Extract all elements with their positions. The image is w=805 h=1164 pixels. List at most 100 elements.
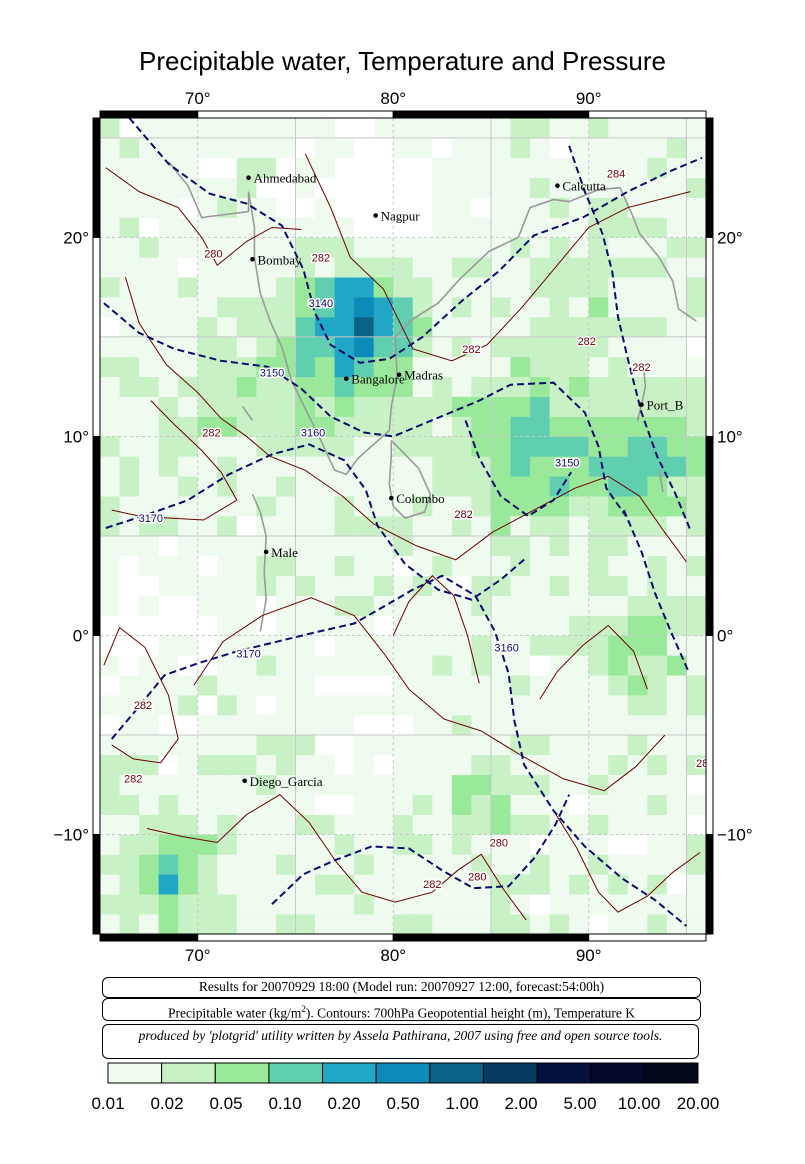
temperature-contour-line (146, 794, 527, 921)
pw-cell (275, 715, 296, 736)
pw-cell (295, 615, 316, 636)
legend-caption-prefix: Precipitable water (kg/m (167, 1005, 302, 1021)
pw-cell (549, 217, 570, 238)
pw-cell (119, 874, 140, 895)
pw-cell (569, 715, 590, 736)
pw-cell (373, 854, 394, 875)
pw-cell (393, 336, 414, 358)
pw-cell (373, 456, 394, 477)
pw-cell (471, 317, 492, 338)
pw-cell (588, 277, 609, 298)
pw-cell (666, 535, 687, 557)
pw-cell (158, 277, 179, 298)
pw-cell (432, 496, 453, 517)
pw-cell (490, 575, 511, 596)
contour-label: 284 (607, 169, 625, 181)
pw-cell (334, 476, 355, 497)
pw-cell (100, 894, 120, 915)
map-title: Precipitable water, Temperature and Pres… (138, 46, 667, 76)
pw-cell (666, 496, 687, 517)
pw-cell (315, 456, 335, 477)
pw-cell (334, 237, 355, 258)
pw-cell (432, 396, 453, 417)
pw-cell (275, 555, 296, 577)
pw-cell (569, 894, 590, 915)
pw-cell (197, 675, 218, 696)
pw-cell (373, 118, 394, 139)
contour-label: 3140 (309, 298, 333, 310)
pw-cell (158, 635, 179, 656)
pw-cell (354, 874, 374, 895)
pw-cell (510, 297, 531, 318)
pw-cell (608, 237, 629, 258)
pw-cell (666, 157, 687, 179)
pw-cell (588, 774, 609, 795)
pw-cell (393, 615, 414, 636)
pw-cell (588, 615, 609, 636)
pw-cell (647, 715, 668, 736)
pw-cell (569, 615, 590, 636)
pw-cell (569, 157, 590, 179)
pw-cell (549, 496, 570, 517)
frame-bar-top (588, 110, 707, 119)
pw-cell (217, 436, 238, 457)
pw-cell (315, 476, 335, 497)
pw-cell (139, 814, 159, 835)
pw-cell (275, 416, 296, 437)
pw-cell (432, 317, 453, 338)
pw-cell (334, 257, 355, 278)
pw-cell (608, 695, 629, 716)
pw-cell (197, 575, 218, 596)
pw-cell (393, 456, 414, 477)
pw-cell (569, 675, 590, 696)
height-contour-line (105, 443, 527, 601)
pw-cell (588, 257, 609, 278)
pw-cell (530, 734, 550, 756)
pw-cell (139, 118, 159, 139)
pw-cell (197, 336, 218, 358)
pw-cell (510, 197, 531, 218)
pw-cell (178, 336, 199, 358)
pw-cell (666, 297, 687, 318)
pw-cell (490, 297, 511, 318)
pw-cell (334, 695, 355, 716)
pw-cell (608, 595, 629, 616)
pw-cell (451, 356, 472, 378)
pw-cell (510, 416, 531, 437)
pw-cell (334, 535, 355, 557)
pw-cell (256, 197, 277, 218)
contour-label: 282 (462, 344, 480, 356)
contour-label: 3170 (236, 648, 260, 660)
pw-cell (471, 874, 492, 895)
pw-cell (393, 217, 414, 238)
pw-cell (373, 715, 394, 736)
pw-cell (119, 814, 140, 835)
color-scale-segment (482, 1062, 538, 1084)
pw-cell (100, 834, 120, 855)
pw-cell (178, 794, 199, 815)
pw-cell (471, 794, 492, 815)
pw-cell (608, 615, 629, 636)
pw-cell (608, 794, 629, 815)
pw-cell (412, 555, 433, 577)
pw-cell (686, 177, 707, 198)
frame-bar-bottom (588, 933, 707, 942)
pw-cell (569, 197, 590, 218)
pw-cell (354, 516, 374, 537)
pw-cell (100, 715, 120, 736)
pw-cell (197, 416, 218, 437)
pw-cell (530, 476, 550, 497)
pw-cell (275, 595, 296, 616)
city-label: Calcutta (562, 179, 606, 194)
pw-cell (588, 635, 609, 656)
pw-cell (295, 396, 316, 417)
color-scale-segment (429, 1062, 484, 1084)
pw-cell (627, 874, 648, 895)
pw-cell (315, 317, 335, 338)
pw-cell (139, 237, 159, 258)
pw-cell (100, 177, 120, 198)
pw-cell (686, 516, 707, 537)
pw-cell (217, 516, 238, 537)
pw-cell (666, 754, 687, 776)
